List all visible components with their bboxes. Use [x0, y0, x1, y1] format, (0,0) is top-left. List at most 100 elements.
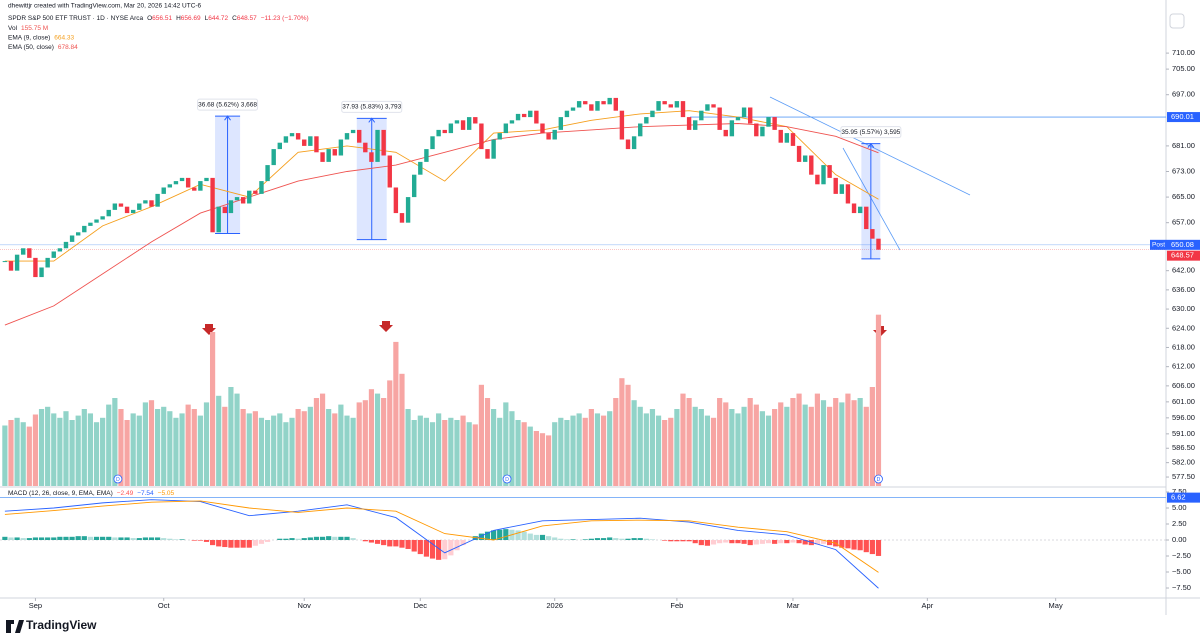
volume-bar	[338, 404, 344, 486]
macd-histogram-bar	[454, 540, 460, 551]
candle-body	[778, 129, 783, 143]
macd-legend: MACD (12, 26, close, 9, EMA, EMA) −2.49 −7…	[8, 490, 175, 497]
candle-body	[283, 136, 289, 143]
macd-histogram-bar	[784, 540, 790, 544]
macd-histogram-bar	[289, 538, 295, 541]
candle-body	[857, 206, 863, 214]
macd-histogram-bar	[857, 540, 863, 551]
volume-bar	[69, 420, 75, 486]
volume-bar	[185, 404, 191, 486]
macd-histogram-bar	[136, 538, 142, 541]
macd-histogram-bar	[545, 536, 552, 541]
brand: TradingView	[26, 618, 97, 632]
candle-body	[185, 177, 191, 188]
macd-y-tick-label: 7.50	[1172, 487, 1187, 496]
macd-histogram-bar	[692, 540, 698, 544]
macd-histogram-bar	[393, 540, 399, 547]
macd-histogram-bar	[533, 534, 539, 541]
candle-body	[515, 113, 521, 121]
macd-histogram-bar	[57, 536, 63, 541]
macd-histogram-bar	[14, 537, 20, 541]
volume-bar	[246, 413, 252, 486]
volume-bar	[460, 415, 466, 486]
candle-body	[265, 165, 270, 182]
macd-histogram-bar	[478, 533, 484, 541]
volume-bar	[570, 415, 576, 486]
volume-bar	[20, 422, 26, 486]
volume-bar	[75, 415, 81, 486]
macd-histogram-bar	[613, 538, 619, 541]
macd-level-label: 6.62	[1171, 493, 1186, 502]
volume-bar	[576, 413, 582, 486]
macd-histogram-bar	[741, 540, 747, 544]
volume-bar	[497, 417, 503, 486]
legend-part: EMA (9, close)	[8, 34, 50, 41]
volume-bar	[350, 417, 356, 486]
macd-histogram-bar	[631, 538, 637, 541]
candle-body	[253, 190, 258, 194]
volume-bar	[747, 398, 753, 486]
macd-histogram-bar	[38, 537, 45, 541]
legend-part: O	[147, 15, 152, 22]
volume-bar	[869, 387, 875, 486]
macd-histogram-bar	[668, 540, 674, 542]
candle-body	[876, 238, 881, 250]
macd-histogram-bar	[582, 539, 588, 541]
macd-y-tick-label: −2.50	[1172, 551, 1191, 560]
last-label-box	[1167, 250, 1200, 261]
volume-bar	[607, 411, 613, 486]
candle-body	[870, 229, 875, 239]
macd-histogram-bar	[772, 540, 778, 544]
x-tick-label: Feb	[670, 601, 683, 610]
candle-body	[821, 165, 826, 185]
macd-histogram-bar	[338, 536, 344, 541]
level-label-box	[1167, 112, 1200, 123]
volume-bar	[142, 402, 148, 486]
x-tick-label: May	[1049, 601, 1063, 610]
candle-body	[39, 267, 44, 278]
volume-bar	[674, 409, 680, 486]
candle-body	[277, 142, 282, 150]
macd-histogram-bar	[258, 540, 265, 544]
macd-histogram-bar	[759, 540, 766, 544]
macd-histogram-bar	[216, 540, 222, 547]
candle-body	[796, 145, 802, 162]
candle-body	[448, 123, 454, 134]
candle-body	[45, 257, 50, 268]
volume-bar	[234, 393, 240, 486]
dividend-label: D	[505, 477, 509, 483]
volume-bar	[93, 422, 100, 486]
volume-bar	[368, 389, 375, 486]
candle-body	[503, 123, 509, 134]
macd-histogram-bar	[399, 540, 405, 548]
volume-bar	[533, 431, 539, 486]
candle-body	[375, 129, 380, 162]
macd-histogram-bar	[594, 538, 601, 541]
candle-body	[711, 104, 716, 108]
candle-body	[558, 117, 564, 130]
volume-bar	[625, 384, 631, 486]
candle-body	[864, 206, 869, 230]
legend-part: Vol	[8, 25, 18, 32]
macd-histogram-bar	[839, 540, 845, 548]
macd-histogram-bar	[436, 540, 442, 560]
volume-bar	[277, 413, 283, 486]
macd-histogram-bar	[148, 537, 155, 541]
volume-bar	[692, 406, 698, 486]
legend-part: 155.75 M	[21, 25, 48, 32]
y-tick-label: 596.00	[1172, 413, 1195, 422]
volume-bar	[2, 425, 8, 486]
candle-body	[650, 110, 655, 118]
volume-bar	[723, 402, 729, 486]
macd-histogram-bar	[686, 540, 692, 542]
arrow-marker	[379, 321, 393, 332]
volume-bar	[179, 413, 185, 486]
volume-bar	[613, 398, 619, 486]
volume-bar	[191, 409, 197, 486]
y-tick-label: 630.00	[1172, 304, 1195, 313]
macd-y-tick-label: 2.50	[1172, 519, 1187, 528]
camera-button[interactable]	[1169, 13, 1185, 29]
volume-bar	[148, 400, 155, 486]
candle-body	[155, 193, 160, 207]
